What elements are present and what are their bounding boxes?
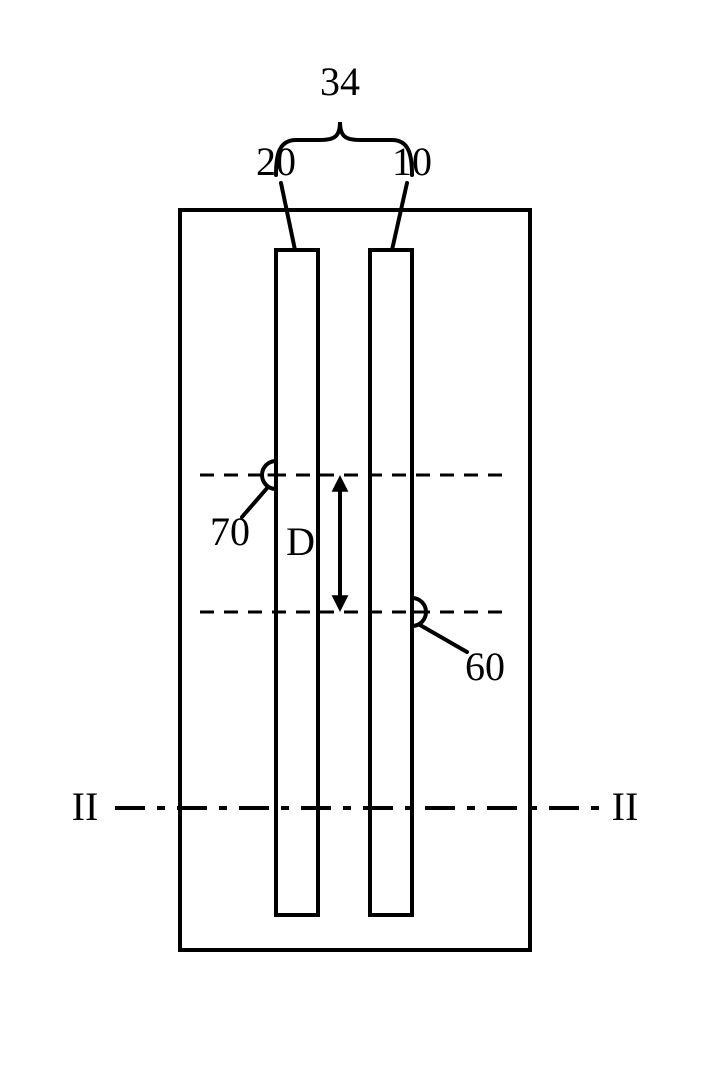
label-20: 20: [256, 139, 296, 184]
label-60: 60: [465, 644, 505, 689]
label-34: 34: [320, 59, 360, 104]
label-10: 10: [392, 139, 432, 184]
leader-60: [420, 625, 467, 652]
label-70: 70: [210, 509, 250, 554]
label-ii-right: II: [612, 784, 639, 829]
dimension-d-arrow-bottom: [332, 595, 349, 612]
bar-right: [370, 250, 412, 915]
leader-10: [392, 183, 407, 250]
bar-left: [276, 250, 318, 915]
technical-diagram: 34 20 10 70 60 D II II: [0, 0, 707, 1071]
label-d: D: [286, 519, 315, 564]
leader-20: [281, 183, 295, 250]
dimension-d-arrow-top: [332, 475, 349, 492]
label-ii-left: II: [72, 784, 99, 829]
outer-rect: [180, 210, 530, 950]
